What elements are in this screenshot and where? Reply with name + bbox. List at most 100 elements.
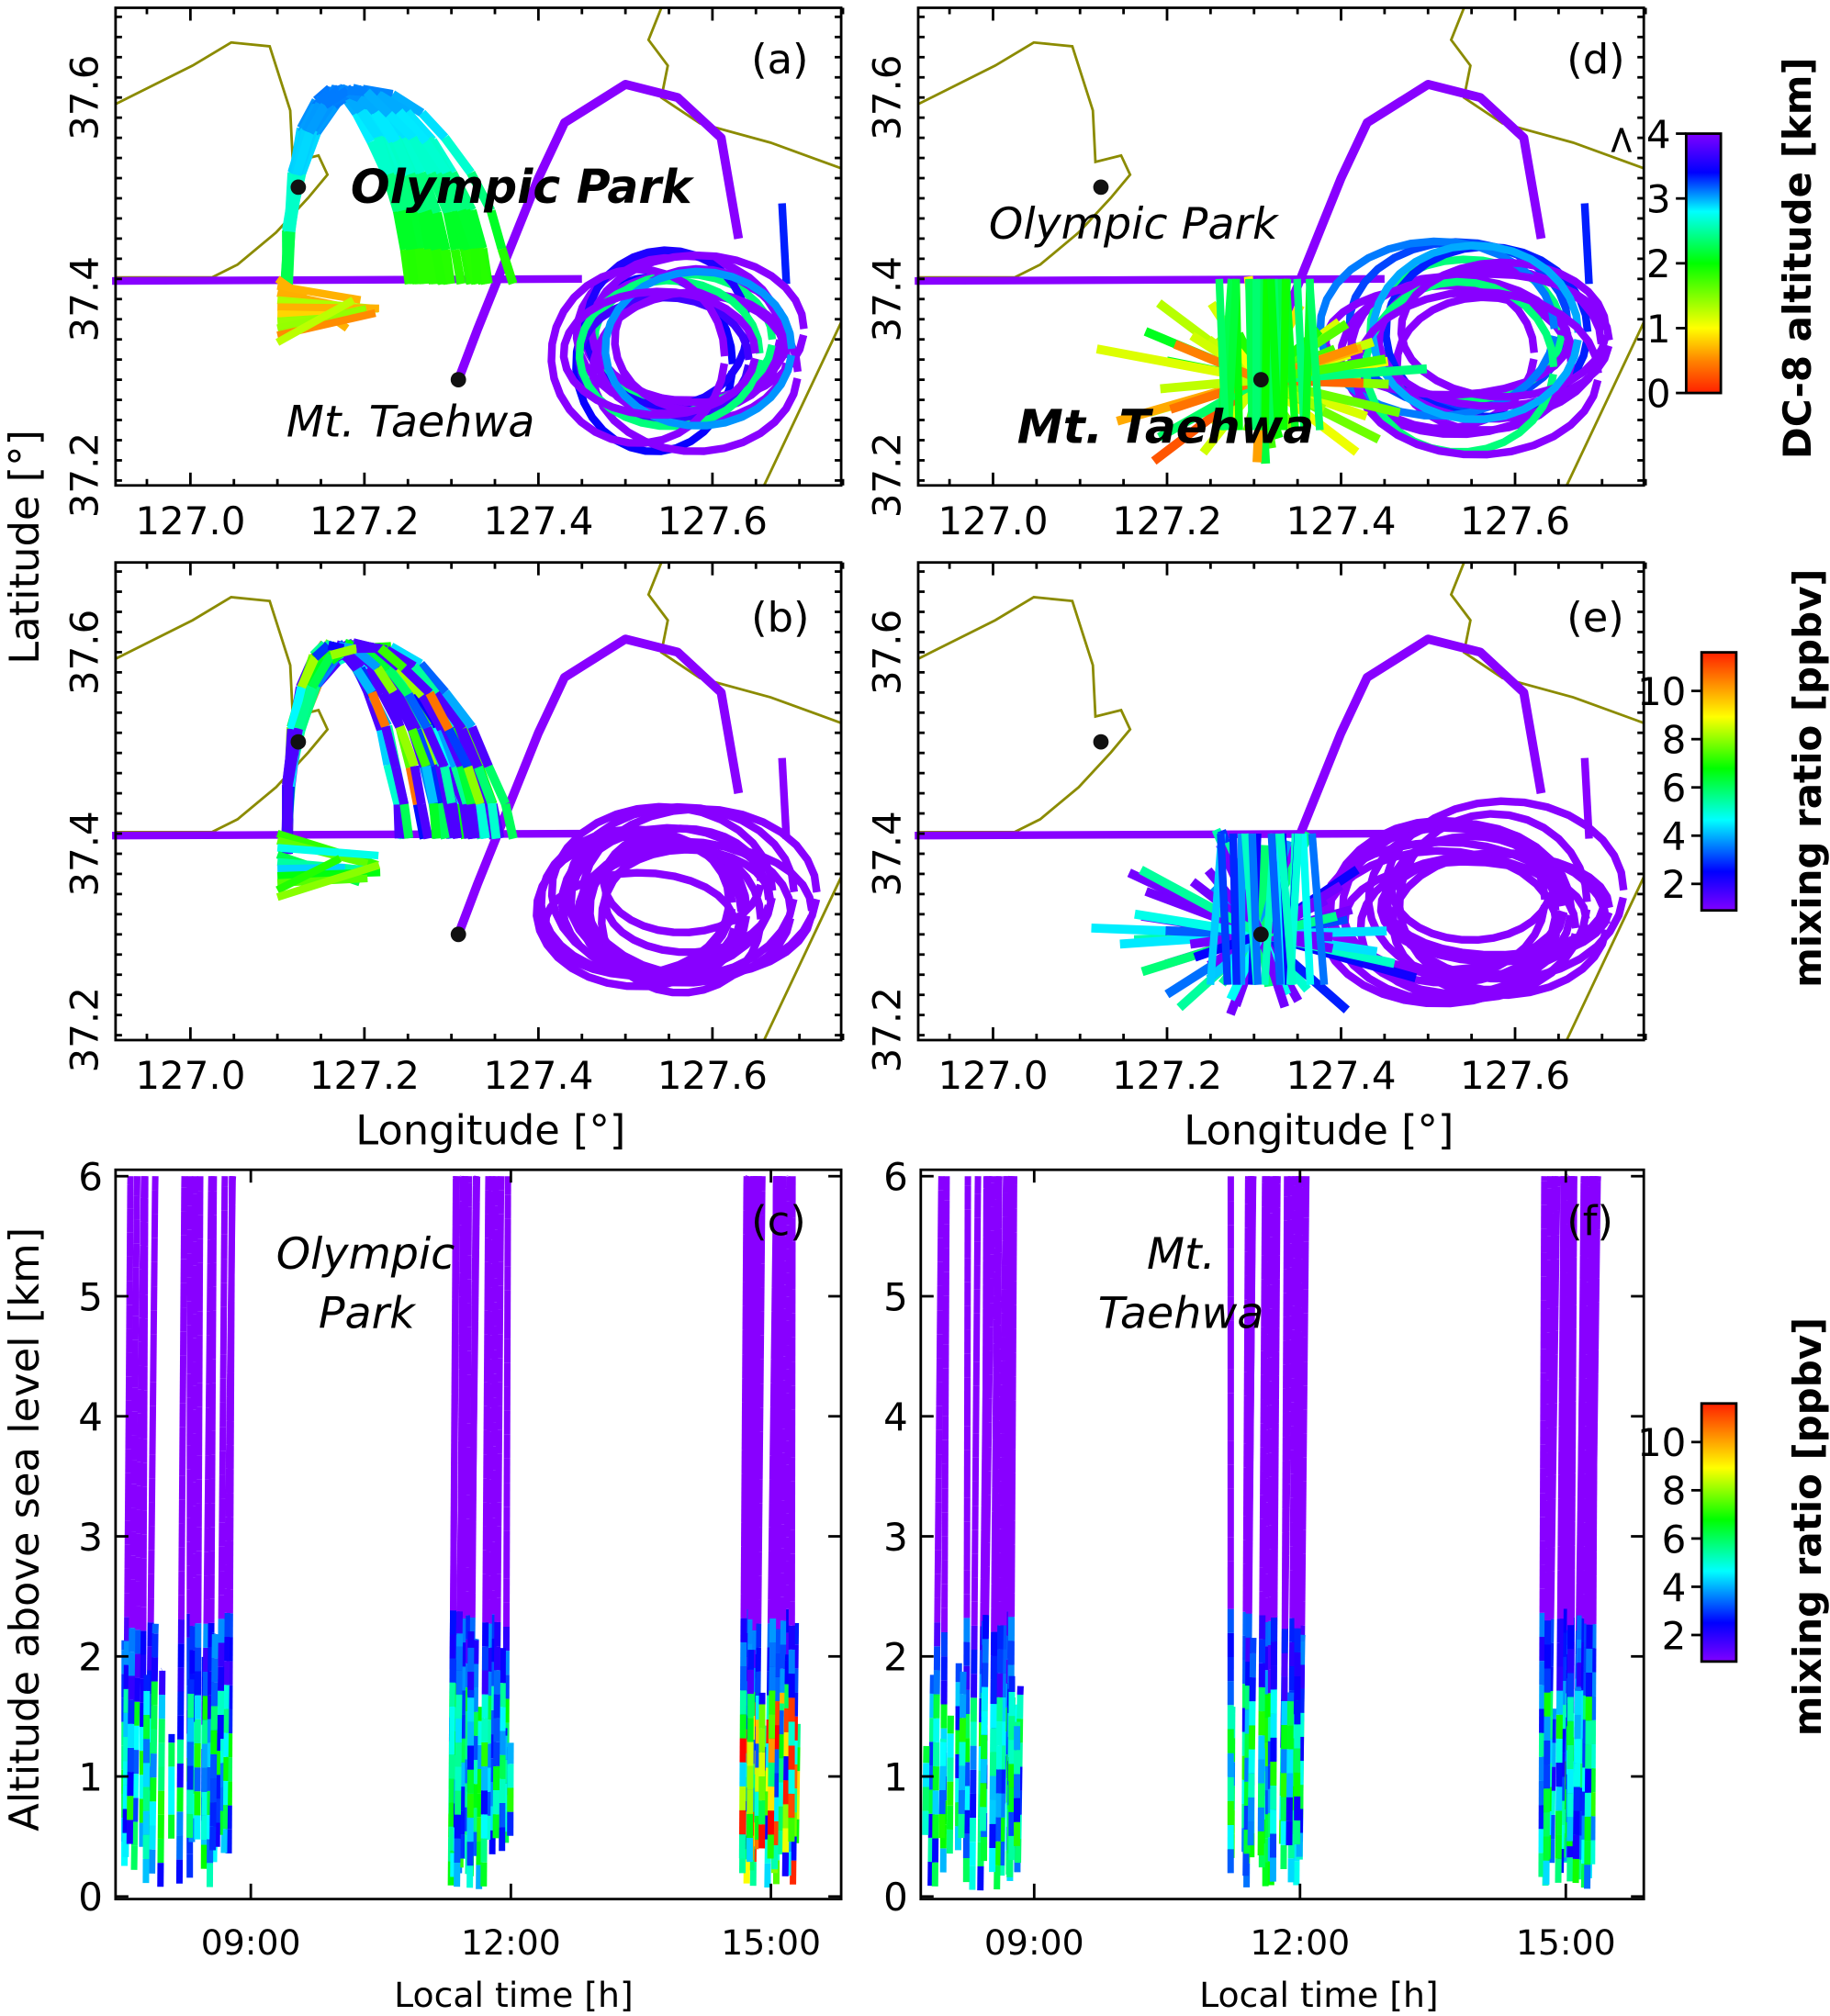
flight-track-spiral bbox=[432, 690, 466, 733]
flight-track-orbit bbox=[1356, 853, 1580, 1003]
y-tick-label: 4 bbox=[883, 1394, 908, 1439]
colorbar-tick-label: 2 bbox=[1662, 1613, 1687, 1658]
flight-track-spiral bbox=[400, 665, 433, 697]
x-tick-label: 127.0 bbox=[937, 498, 1048, 543]
flight-track-spiral bbox=[457, 727, 483, 769]
flight-track-spiral bbox=[497, 247, 518, 286]
x-tick-label: 127.4 bbox=[483, 498, 593, 543]
colorbar-tick-label: 0 bbox=[1646, 371, 1671, 416]
flight-track-spiral bbox=[389, 90, 425, 118]
flight-track-spiral bbox=[408, 727, 431, 768]
plot-frame bbox=[114, 6, 843, 487]
x-axis-title-time-c: Local time [h] bbox=[394, 1975, 634, 2015]
site-marker bbox=[1252, 372, 1269, 388]
colorbar-tick-label: 10 bbox=[1637, 669, 1686, 714]
flight-track-descent bbox=[1305, 278, 1324, 431]
flight-track-loop bbox=[454, 634, 744, 936]
flight-track-spiral bbox=[487, 209, 507, 251]
flight-track-descent bbox=[1245, 278, 1257, 431]
flight-track-spiral bbox=[427, 171, 452, 215]
flight-track-spiral bbox=[419, 109, 449, 141]
flight-track-spiral bbox=[352, 111, 376, 144]
flight-track-descent bbox=[1261, 278, 1271, 431]
plot-frame bbox=[114, 1168, 843, 1901]
site-label-olympic-park-a: Olympic Park bbox=[351, 160, 695, 214]
plot-frame bbox=[919, 1168, 1645, 1901]
panel-label-f: (f) bbox=[1566, 1197, 1613, 1246]
flight-track-approach bbox=[275, 861, 381, 902]
flight-track-spiral bbox=[362, 666, 387, 697]
x-tick-label: 09:00 bbox=[984, 1922, 1084, 1963]
flight-track-spiral bbox=[417, 803, 433, 840]
y-tick-label: 3 bbox=[78, 1515, 103, 1560]
coastline bbox=[917, 596, 1132, 834]
flight-track-spiral bbox=[399, 803, 414, 839]
flight-track-east bbox=[1580, 203, 1593, 285]
colorbar-altitude-gt: > bbox=[1598, 124, 1643, 156]
y-axis-title-latitude: Latitude [°] bbox=[0, 430, 49, 665]
x-tick-label: 127.6 bbox=[657, 1053, 768, 1098]
colorbar-tick-label: 4 bbox=[1646, 112, 1671, 157]
flight-track-spiral bbox=[373, 108, 401, 144]
colorbar-tick-label: 10 bbox=[1637, 1420, 1686, 1465]
flight-track-spiral bbox=[430, 763, 451, 805]
flight-track-spiral bbox=[381, 725, 400, 769]
flight-track-spiral bbox=[384, 692, 405, 729]
y-tick-label: 4 bbox=[78, 1394, 103, 1439]
coastline bbox=[1566, 321, 1645, 487]
plot-frame bbox=[114, 561, 843, 1042]
flight-track-orbit bbox=[559, 287, 759, 420]
flight-track-spiral bbox=[466, 170, 496, 213]
site-label-olympic-park-d: Olympic Park bbox=[989, 199, 1280, 250]
y-tick-label: 37.2 bbox=[62, 432, 107, 518]
y-tick-label: 2 bbox=[883, 1635, 908, 1680]
x-tick-label: 127.2 bbox=[1112, 498, 1222, 543]
flight-track-spiral bbox=[422, 725, 449, 769]
colorbar-tick-label: 2 bbox=[1662, 862, 1687, 907]
flight-track-spiral bbox=[385, 172, 408, 213]
flight-track-descent bbox=[1248, 833, 1263, 985]
flight-track-spiral bbox=[399, 249, 414, 285]
colorbar-tick-label: 6 bbox=[1662, 1517, 1687, 1562]
flight-track-spiral bbox=[363, 88, 393, 118]
flight-track-spiral bbox=[294, 685, 317, 731]
annotation-f-line1: Mt. bbox=[1147, 1229, 1216, 1280]
flight-track-spiral bbox=[419, 210, 441, 252]
flight-track-spiral bbox=[474, 766, 497, 805]
coastline bbox=[646, 6, 842, 170]
flight-track-descent bbox=[1298, 833, 1315, 985]
colorbar-mixing-top-title: mixing ratio [ppbv] bbox=[1785, 568, 1830, 988]
x-tick-label: 15:00 bbox=[1516, 1922, 1616, 1963]
flight-track-spiral bbox=[467, 725, 493, 768]
x-tick-label: 12:00 bbox=[461, 1922, 561, 1963]
coastline bbox=[762, 876, 843, 1041]
flight-track-spiral bbox=[356, 95, 380, 116]
flight-track-spiral bbox=[389, 689, 417, 732]
flight-track-transect bbox=[915, 274, 1385, 286]
flight-track-spiral bbox=[429, 802, 442, 839]
flight-track-spiral bbox=[417, 660, 449, 696]
flight-track-orbit bbox=[567, 823, 773, 975]
flight-track-spiral bbox=[392, 139, 415, 176]
flight-track-orbit bbox=[547, 265, 729, 447]
coastline bbox=[1566, 876, 1645, 1041]
flight-track-spiral bbox=[441, 135, 475, 176]
flight-track-approach bbox=[276, 844, 379, 860]
x-axis-title-time-f: Local time [h] bbox=[1199, 1975, 1439, 2015]
flight-track-spiral bbox=[396, 724, 420, 768]
colorbar-altitude bbox=[1684, 132, 1723, 395]
flight-track-spiral bbox=[457, 208, 479, 251]
site-marker bbox=[450, 372, 466, 388]
colorbar-tick-label: 8 bbox=[1662, 718, 1687, 763]
coastline bbox=[917, 40, 1132, 279]
colorbar-tick-label: 3 bbox=[1646, 177, 1671, 222]
coastline bbox=[1449, 562, 1645, 724]
flight-track-spiral bbox=[456, 765, 476, 806]
x-tick-label: 127.6 bbox=[1460, 1053, 1570, 1098]
flight-track-descent bbox=[1217, 833, 1232, 985]
coastline bbox=[115, 596, 330, 834]
colorbar-tick-label: 4 bbox=[1662, 1565, 1687, 1610]
y-tick-label: 5 bbox=[883, 1274, 908, 1319]
colorbar-tick-label: 6 bbox=[1662, 766, 1687, 811]
